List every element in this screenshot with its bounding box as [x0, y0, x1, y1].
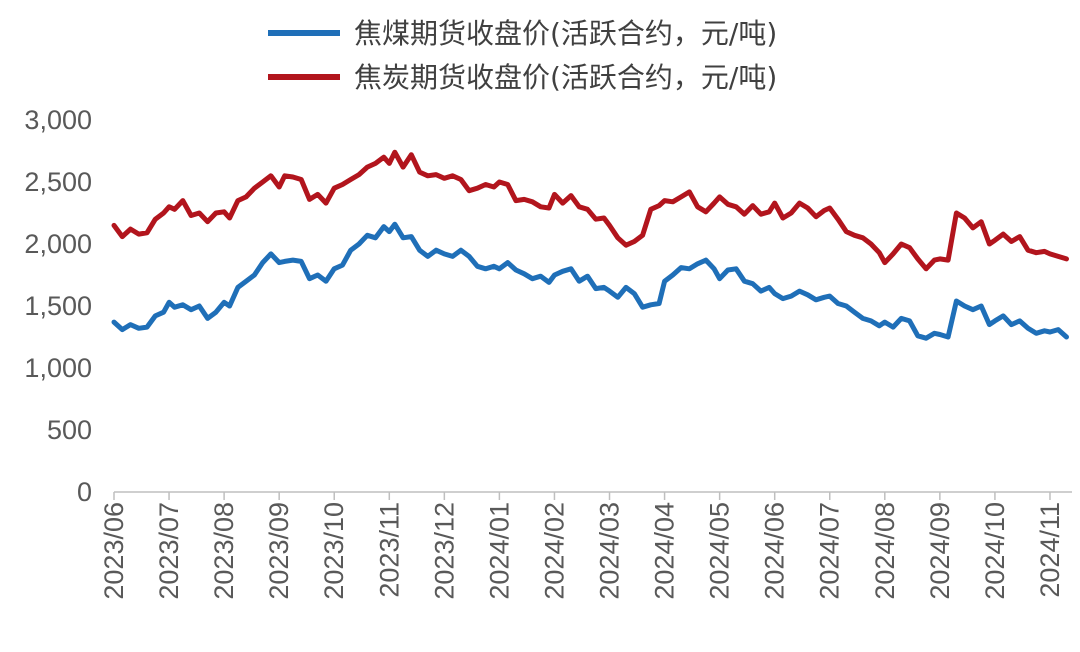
x-axis: 2023/06 2023/07 2023/08 2023/09 2023/10 2023/…: [99, 492, 1065, 600]
x-tick-label-2023-09: 2023/09: [264, 502, 294, 600]
legend: 焦煤期货收盘价(活跃合约，元/吨) 焦炭期货收盘价(活跃合约，元/吨): [268, 17, 777, 94]
y-axis: 0 500 1,000 1,500 2,000 2,500 3,000: [24, 105, 92, 507]
x-tick-label-2023-11: 2023/11: [374, 502, 404, 598]
x-tick-label-2024-06: 2024/06: [760, 502, 790, 600]
x-tick-label-2024-01: 2024/01: [484, 502, 514, 600]
x-tick-label-2024-08: 2024/08: [870, 502, 900, 600]
x-tick-label-2023-10: 2023/10: [319, 502, 349, 600]
x-tick-label-2024-03: 2024/03: [595, 502, 625, 600]
x-tick-label-2024-11: 2024/11: [1035, 502, 1065, 598]
x-tick-label-2024-04: 2024/04: [650, 502, 680, 600]
x-tick-label-2023-07: 2023/07: [154, 502, 184, 600]
x-tick-label-2024-02: 2024/02: [539, 502, 569, 600]
x-tick-label-2024-07: 2024/07: [815, 502, 845, 600]
y-tick-label-1000: 1,000: [24, 353, 92, 383]
x-tick-label-2024-09: 2024/09: [925, 502, 955, 600]
x-tick-label-2023-08: 2023/08: [209, 502, 239, 600]
y-tick-label-3000: 3,000: [24, 105, 92, 135]
series-layer: [111, 149, 1069, 341]
y-tick-label-500: 500: [47, 415, 92, 445]
series-line-coke: [111, 149, 1069, 272]
y-tick-label-1500: 1,500: [24, 291, 92, 321]
series-line-coking-coal: [111, 221, 1069, 341]
y-tick-label-0: 0: [77, 477, 92, 507]
legend-label-coke: 焦炭期货收盘价(活跃合约，元/吨): [354, 61, 777, 94]
x-tick-label-2023-12: 2023/12: [429, 502, 459, 600]
x-tick-label-2023-06: 2023/06: [99, 502, 129, 600]
legend-label-coking-coal: 焦煤期货收盘价(活跃合约，元/吨): [354, 17, 777, 50]
x-tick-label-2024-10: 2024/10: [980, 502, 1010, 600]
x-tick-label-2024-05: 2024/05: [705, 502, 735, 600]
y-tick-label-2500: 2,500: [24, 167, 92, 197]
y-tick-label-2000: 2,000: [24, 229, 92, 259]
